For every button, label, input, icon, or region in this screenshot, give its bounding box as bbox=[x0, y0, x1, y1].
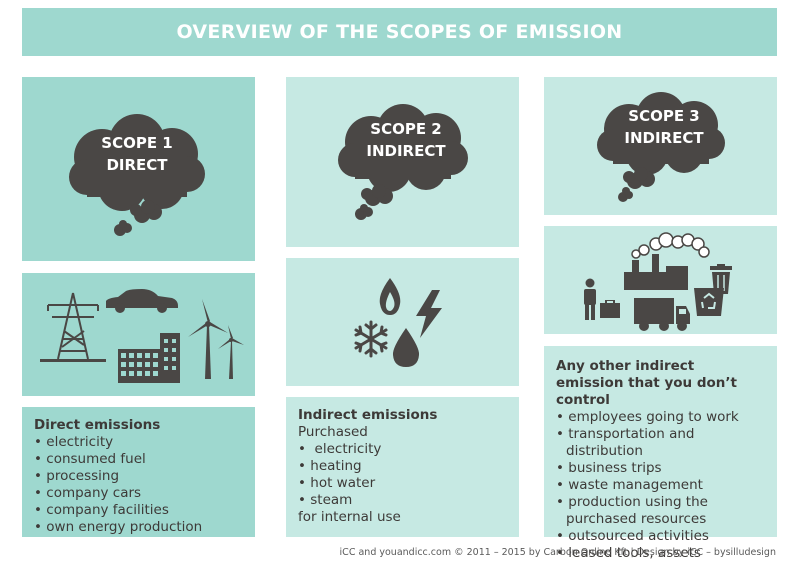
suitcase-icon bbox=[600, 300, 620, 318]
list-item: employees going to work bbox=[556, 409, 765, 426]
scope1-list: electricity consumed fuel processing com… bbox=[34, 434, 243, 536]
scope1-title: Direct emissions bbox=[34, 417, 161, 433]
scope2-line1: Purchased bbox=[298, 424, 368, 440]
scope1-cloud-panel: SCOPE 1 DIRECT bbox=[22, 77, 255, 261]
scope2-icon-panel bbox=[286, 258, 519, 386]
scope2-cloud-line2: INDIRECT bbox=[366, 142, 446, 160]
scope2-line-end: for internal use bbox=[298, 509, 401, 525]
list-item: waste management bbox=[556, 477, 765, 494]
list-item: steam bbox=[298, 492, 507, 509]
scope3-text-panel: Any other indirect emission that you don… bbox=[544, 346, 777, 561]
list-item: heating bbox=[298, 458, 507, 475]
list-item: processing bbox=[34, 468, 243, 485]
scope2-list: electricity heating hot water steam bbox=[298, 441, 507, 509]
scope1-text-panel: Direct emissions electricity consumed fu… bbox=[22, 407, 255, 537]
scope3-cloud-line1: SCOPE 3 bbox=[628, 107, 700, 125]
car-icon bbox=[106, 289, 178, 313]
scope3-cloud-panel: SCOPE 3 INDIRECT bbox=[544, 77, 777, 215]
wind-turbine-icon bbox=[188, 299, 244, 379]
header-banner: OVERVIEW OF THE SCOPES OF EMISSION bbox=[22, 8, 777, 56]
thought-cloud-icon: SCOPE 2 INDIRECT bbox=[331, 102, 481, 232]
list-item: hot water bbox=[298, 475, 507, 492]
scope3-title: Any other indirect emission that you don… bbox=[556, 358, 737, 408]
person-icon bbox=[584, 278, 596, 320]
flame-icon bbox=[379, 278, 401, 315]
list-item: own energy production bbox=[34, 519, 243, 536]
list-item: production using the purchased resources bbox=[556, 494, 765, 528]
scope2-text-panel: Indirect emissions Purchased electricity… bbox=[286, 397, 519, 537]
scope2-title: Indirect emissions bbox=[298, 407, 438, 423]
power-pylon-icon bbox=[40, 292, 106, 362]
lightning-icon bbox=[416, 290, 442, 338]
truck-icon bbox=[634, 298, 690, 331]
scope1-cloud-line1: SCOPE 1 bbox=[101, 134, 173, 152]
footer-credit: iCC and youandicc.com © 2011 – 2015 by C… bbox=[339, 547, 776, 558]
page-title: OVERVIEW OF THE SCOPES OF EMISSION bbox=[176, 21, 623, 43]
thought-cloud-icon: SCOPE 1 DIRECT bbox=[62, 112, 212, 242]
scope2-cloud-panel: SCOPE 2 INDIRECT bbox=[286, 77, 519, 247]
scope1-cloud-line2: DIRECT bbox=[106, 156, 168, 174]
list-item: transportation and distribution bbox=[556, 426, 765, 460]
factory-icon bbox=[624, 232, 710, 290]
thought-cloud-icon: SCOPE 3 INDIRECT bbox=[589, 91, 739, 211]
list-item: electricity bbox=[298, 441, 507, 458]
scope2-cloud-line1: SCOPE 2 bbox=[370, 120, 442, 138]
list-item: consumed fuel bbox=[34, 451, 243, 468]
snowflake-icon bbox=[354, 320, 388, 358]
list-item: leased tools, assets bbox=[556, 545, 765, 562]
list-item: electricity bbox=[34, 434, 243, 451]
building-icon bbox=[118, 333, 180, 383]
list-item: outsourced activities bbox=[556, 528, 765, 545]
water-drop-icon bbox=[392, 328, 420, 367]
recycle-bin-icon bbox=[694, 288, 724, 316]
list-item: company cars bbox=[34, 485, 243, 502]
scope3-list: employees going to work transportation a… bbox=[556, 409, 765, 562]
scope3-icon-panel bbox=[544, 226, 777, 334]
list-item: company facilities bbox=[34, 502, 243, 519]
scope3-cloud-line2: INDIRECT bbox=[624, 129, 704, 147]
list-item: business trips bbox=[556, 460, 765, 477]
scope1-icon-panel bbox=[22, 273, 255, 396]
